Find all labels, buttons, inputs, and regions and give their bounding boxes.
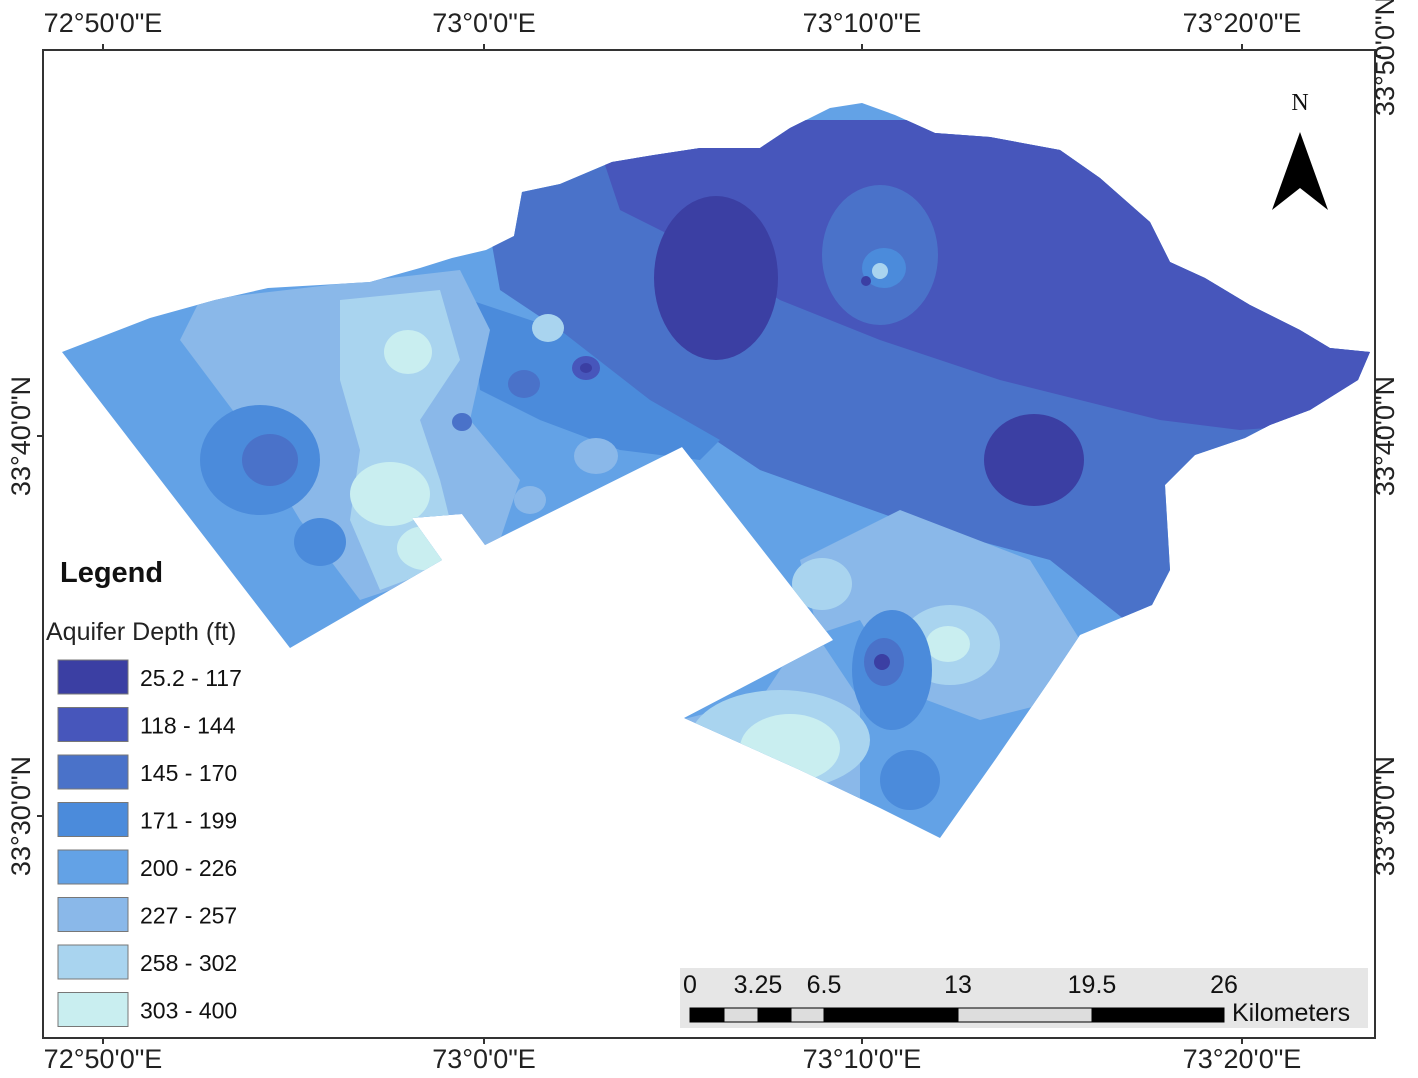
scale-bar-unit: Kilometers: [1232, 999, 1350, 1027]
legend-swatch-4: [57, 849, 129, 885]
left-coord-1: 33°40'0"N: [6, 376, 36, 496]
legend-label-2: 145 - 170: [140, 760, 237, 786]
zone-south-258b: [792, 558, 852, 610]
right-coord-3: 33°30'0"N: [1370, 756, 1400, 876]
legend-label-4: 200 - 226: [140, 855, 237, 881]
bottom-coord-2: 73°0'0"E: [432, 1044, 536, 1074]
scale-bar-label-0: 0: [683, 971, 697, 999]
scale-bar: 0 3.25 6.5 13 19.5 26 Kilometers: [680, 968, 1368, 1028]
legend-label-1: 118 - 144: [140, 713, 236, 739]
legend-subtitle: Aquifer Depth (ft): [46, 618, 236, 646]
legend-label-6: 258 - 302: [140, 950, 237, 976]
zone-west-303a: [384, 330, 432, 374]
legend-title: Legend: [60, 557, 163, 589]
north-arrow-label: N: [1291, 90, 1308, 116]
zone-west-145: [242, 434, 298, 486]
legend-label-0: 25.2 - 117: [140, 665, 242, 691]
zone-mid-145a: [508, 370, 540, 398]
zone-band-171: [470, 300, 720, 460]
legend-swatch-2: [57, 754, 129, 790]
zone-south-171b: [880, 750, 940, 810]
scale-bar-segment-3: [790, 1007, 825, 1023]
zone-west-171b: [294, 518, 346, 566]
scale-bar-segment-4: [823, 1007, 959, 1023]
bottom-coord-4: 73°20'0"E: [1183, 1044, 1302, 1074]
scale-bar-label-5: 26: [1210, 971, 1238, 999]
legend-swatch-6: [57, 944, 129, 980]
zone-northcenter-258: [872, 263, 888, 279]
zone-north-25: [654, 196, 778, 360]
scale-bar-label-3: 13: [944, 971, 972, 999]
zone-south-303a: [926, 626, 970, 662]
zone-east-25: [984, 414, 1084, 506]
zone-south-25: [874, 654, 890, 670]
right-coord-2: 33°40'0"N: [1370, 376, 1400, 496]
bottom-coord-1: 72°50'0"E: [44, 1044, 163, 1074]
right-coord-1: 33°50'0"N: [1370, 0, 1400, 116]
scale-bar-segment-2: [757, 1007, 792, 1023]
legend-swatch-7: [57, 992, 129, 1027]
zone-northcenter-25: [861, 276, 871, 286]
zone-west-303b: [350, 462, 430, 526]
legend-label-7: 303 - 400: [140, 998, 237, 1024]
top-coord-3: 73°10'0"E: [803, 8, 922, 38]
scale-bar-label-2: 6.5: [807, 971, 842, 999]
zone-mid-227b: [514, 486, 546, 514]
legend-swatch-3: [57, 802, 129, 837]
scale-bar-segment-6: [1091, 1007, 1225, 1023]
legend: Legend Aquifer Depth (ft) 25.2 - 117 118 …: [46, 557, 242, 1027]
scale-bar-segment-0: [689, 1007, 725, 1023]
bottom-coord-3: 73°10'0"E: [803, 1044, 922, 1074]
coordinate-ticks: [37, 44, 1381, 1044]
scale-bar-segment-5: [957, 1007, 1093, 1023]
legend-swatch-5: [57, 897, 129, 932]
legend-swatch-1: [57, 707, 129, 742]
scale-bar-segments: [689, 1007, 1225, 1023]
zone-mid-25: [580, 363, 592, 373]
legend-label-5: 227 - 257: [140, 903, 237, 929]
scale-bar-segment-1: [723, 1007, 759, 1023]
north-arrow-icon: [1272, 132, 1328, 210]
north-arrow: N: [1272, 90, 1328, 210]
legend-swatch-0: [57, 659, 129, 695]
scale-bar-label-1: 3.25: [734, 971, 783, 999]
legend-items: 25.2 - 117 118 - 144 145 - 170 171 - 199 200…: [57, 659, 242, 1027]
scale-bar-label-4: 19.5: [1068, 971, 1117, 999]
scale-bar-labels: 0 3.25 6.5 13 19.5 26: [683, 971, 1238, 999]
top-coord-2: 73°0'0"E: [432, 8, 536, 38]
zone-mid-145b: [452, 413, 472, 431]
zone-mid-227: [574, 438, 618, 474]
zone-mid-258: [532, 314, 564, 342]
top-coord-1: 72°50'0"E: [44, 8, 163, 38]
legend-label-3: 171 - 199: [140, 808, 237, 834]
top-coord-4: 73°20'0"E: [1183, 8, 1302, 38]
left-coord-2: 33°30'0"N: [6, 756, 36, 876]
